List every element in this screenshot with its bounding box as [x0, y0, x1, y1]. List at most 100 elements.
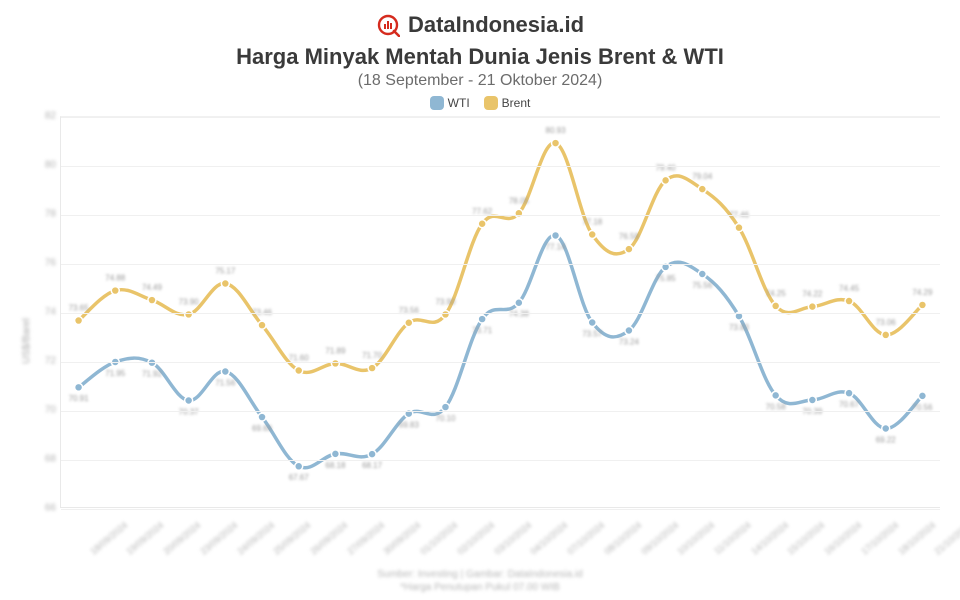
- point-label: 69.83: [399, 421, 420, 430]
- point-label: 73.57: [582, 329, 603, 338]
- x-tick-label: 30/09/2024: [382, 520, 423, 557]
- footer-source: Sumber: Investing | Gambar: DataIndonesi…: [377, 568, 582, 581]
- series-marker: [368, 450, 376, 458]
- series-marker: [552, 139, 560, 147]
- legend-swatch: [430, 96, 444, 110]
- legend-swatch: [484, 96, 498, 110]
- point-label: 73.24: [619, 337, 640, 346]
- x-tick-label: 02/10/2024: [455, 520, 496, 557]
- series-marker: [698, 270, 706, 278]
- series-marker: [515, 299, 523, 307]
- point-label: 69.69: [252, 424, 273, 433]
- series-marker: [698, 185, 706, 193]
- point-label: 74.22: [802, 290, 823, 299]
- point-label: 69.22: [876, 435, 897, 444]
- point-label: 77.14: [546, 242, 567, 251]
- point-label: 71.56: [215, 378, 236, 387]
- point-label: 79.04: [692, 172, 713, 181]
- y-tick-label: 72: [34, 356, 56, 367]
- line-chart-svg: 73.6574.8874.4973.9075.1773.4671.6071.89…: [61, 117, 940, 507]
- series-marker: [295, 462, 303, 470]
- x-tick-label: 11/10/2024: [712, 520, 752, 556]
- footer-note: *Harga Penutupan Pukul 07.00 WIB: [377, 581, 582, 594]
- point-label: 70.58: [766, 402, 787, 411]
- series-marker: [258, 413, 266, 421]
- series-marker: [75, 383, 83, 391]
- gridline: [61, 313, 940, 314]
- y-tick-label: 68: [34, 454, 56, 465]
- series-marker: [111, 287, 119, 295]
- point-label: 74.88: [105, 274, 126, 283]
- series-line: [79, 143, 923, 373]
- point-label: 80.93: [546, 126, 567, 135]
- series-marker: [258, 321, 266, 329]
- point-label: 71.95: [105, 369, 126, 378]
- x-tick-label: 07/10/2024: [566, 520, 607, 557]
- point-label: 74.29: [912, 288, 933, 297]
- series-marker: [75, 317, 83, 325]
- series-marker: [185, 310, 193, 318]
- y-tick-label: 66: [34, 503, 56, 514]
- series-marker: [588, 231, 596, 239]
- point-label: 70.10: [435, 414, 456, 423]
- point-label: 73.65: [69, 304, 90, 313]
- point-label: 73.71: [472, 326, 493, 335]
- series-marker: [441, 310, 449, 318]
- series-marker: [441, 403, 449, 411]
- series-marker: [552, 231, 560, 239]
- x-tick-label: 18/10/2024: [896, 520, 937, 557]
- series-marker: [185, 397, 193, 405]
- chart-plot-zone: US$/Barel 73.6574.8874.4973.9075.1773.46…: [10, 116, 950, 566]
- series-marker: [515, 209, 523, 217]
- y-tick-label: 78: [34, 209, 56, 220]
- series-marker: [918, 392, 926, 400]
- point-label: 76.58: [619, 232, 640, 241]
- plot-box: 73.6574.8874.4973.9075.1773.4671.6071.89…: [60, 116, 940, 508]
- x-tick-label: 26/09/2024: [309, 520, 350, 557]
- point-label: 68.18: [325, 461, 346, 470]
- series-marker: [331, 359, 339, 367]
- series-marker: [478, 220, 486, 228]
- series-line: [79, 235, 923, 468]
- x-tick-label: 27/09/2024: [345, 520, 386, 557]
- brand-row: DataIndonesia.id: [376, 12, 584, 38]
- point-label: 77.18: [582, 218, 603, 227]
- series-marker: [295, 367, 303, 375]
- point-label: 74.49: [142, 283, 163, 292]
- gridline: [61, 166, 940, 167]
- x-tick-label: 03/10/2024: [492, 520, 533, 557]
- x-tick-label: 24/09/2024: [235, 520, 276, 557]
- x-tick-label: 15/10/2024: [786, 520, 827, 557]
- y-axis-label: US$/Barel: [21, 318, 32, 364]
- chart-container: DataIndonesia.id Harga Minyak Mentah Dun…: [0, 0, 960, 600]
- series-marker: [221, 280, 229, 288]
- series-marker: [221, 367, 229, 375]
- legend-item: Brent: [484, 96, 531, 110]
- point-label: 74.25: [766, 289, 787, 298]
- series-marker: [331, 450, 339, 458]
- series-marker: [918, 301, 926, 309]
- legend-label: WTI: [448, 96, 470, 110]
- point-label: 75.85: [656, 274, 677, 283]
- series-marker: [772, 302, 780, 310]
- point-label: 75.56: [692, 281, 713, 290]
- x-tick-label: 20/09/2024: [162, 520, 203, 557]
- series-marker: [772, 391, 780, 399]
- x-tick-label: 10/10/2024: [676, 520, 717, 557]
- gridline: [61, 362, 940, 363]
- x-tick-label: 04/10/2024: [529, 520, 570, 557]
- y-tick-label: 80: [34, 160, 56, 171]
- point-label: 78.05: [509, 196, 530, 205]
- y-tick-label: 82: [34, 111, 56, 122]
- x-tick-label: 14/10/2024: [749, 520, 790, 557]
- y-tick-label: 76: [34, 258, 56, 269]
- brand-name: DataIndonesia.id: [408, 12, 584, 38]
- series-marker: [808, 303, 816, 311]
- series-marker: [845, 297, 853, 305]
- chart-title: Harga Minyak Mentah Dunia Jenis Brent & …: [236, 44, 724, 70]
- legend-label: Brent: [502, 96, 531, 110]
- series-marker: [882, 331, 890, 339]
- series-marker: [405, 319, 413, 327]
- x-tick-label: 17/10/2024: [859, 520, 900, 557]
- series-marker: [845, 389, 853, 397]
